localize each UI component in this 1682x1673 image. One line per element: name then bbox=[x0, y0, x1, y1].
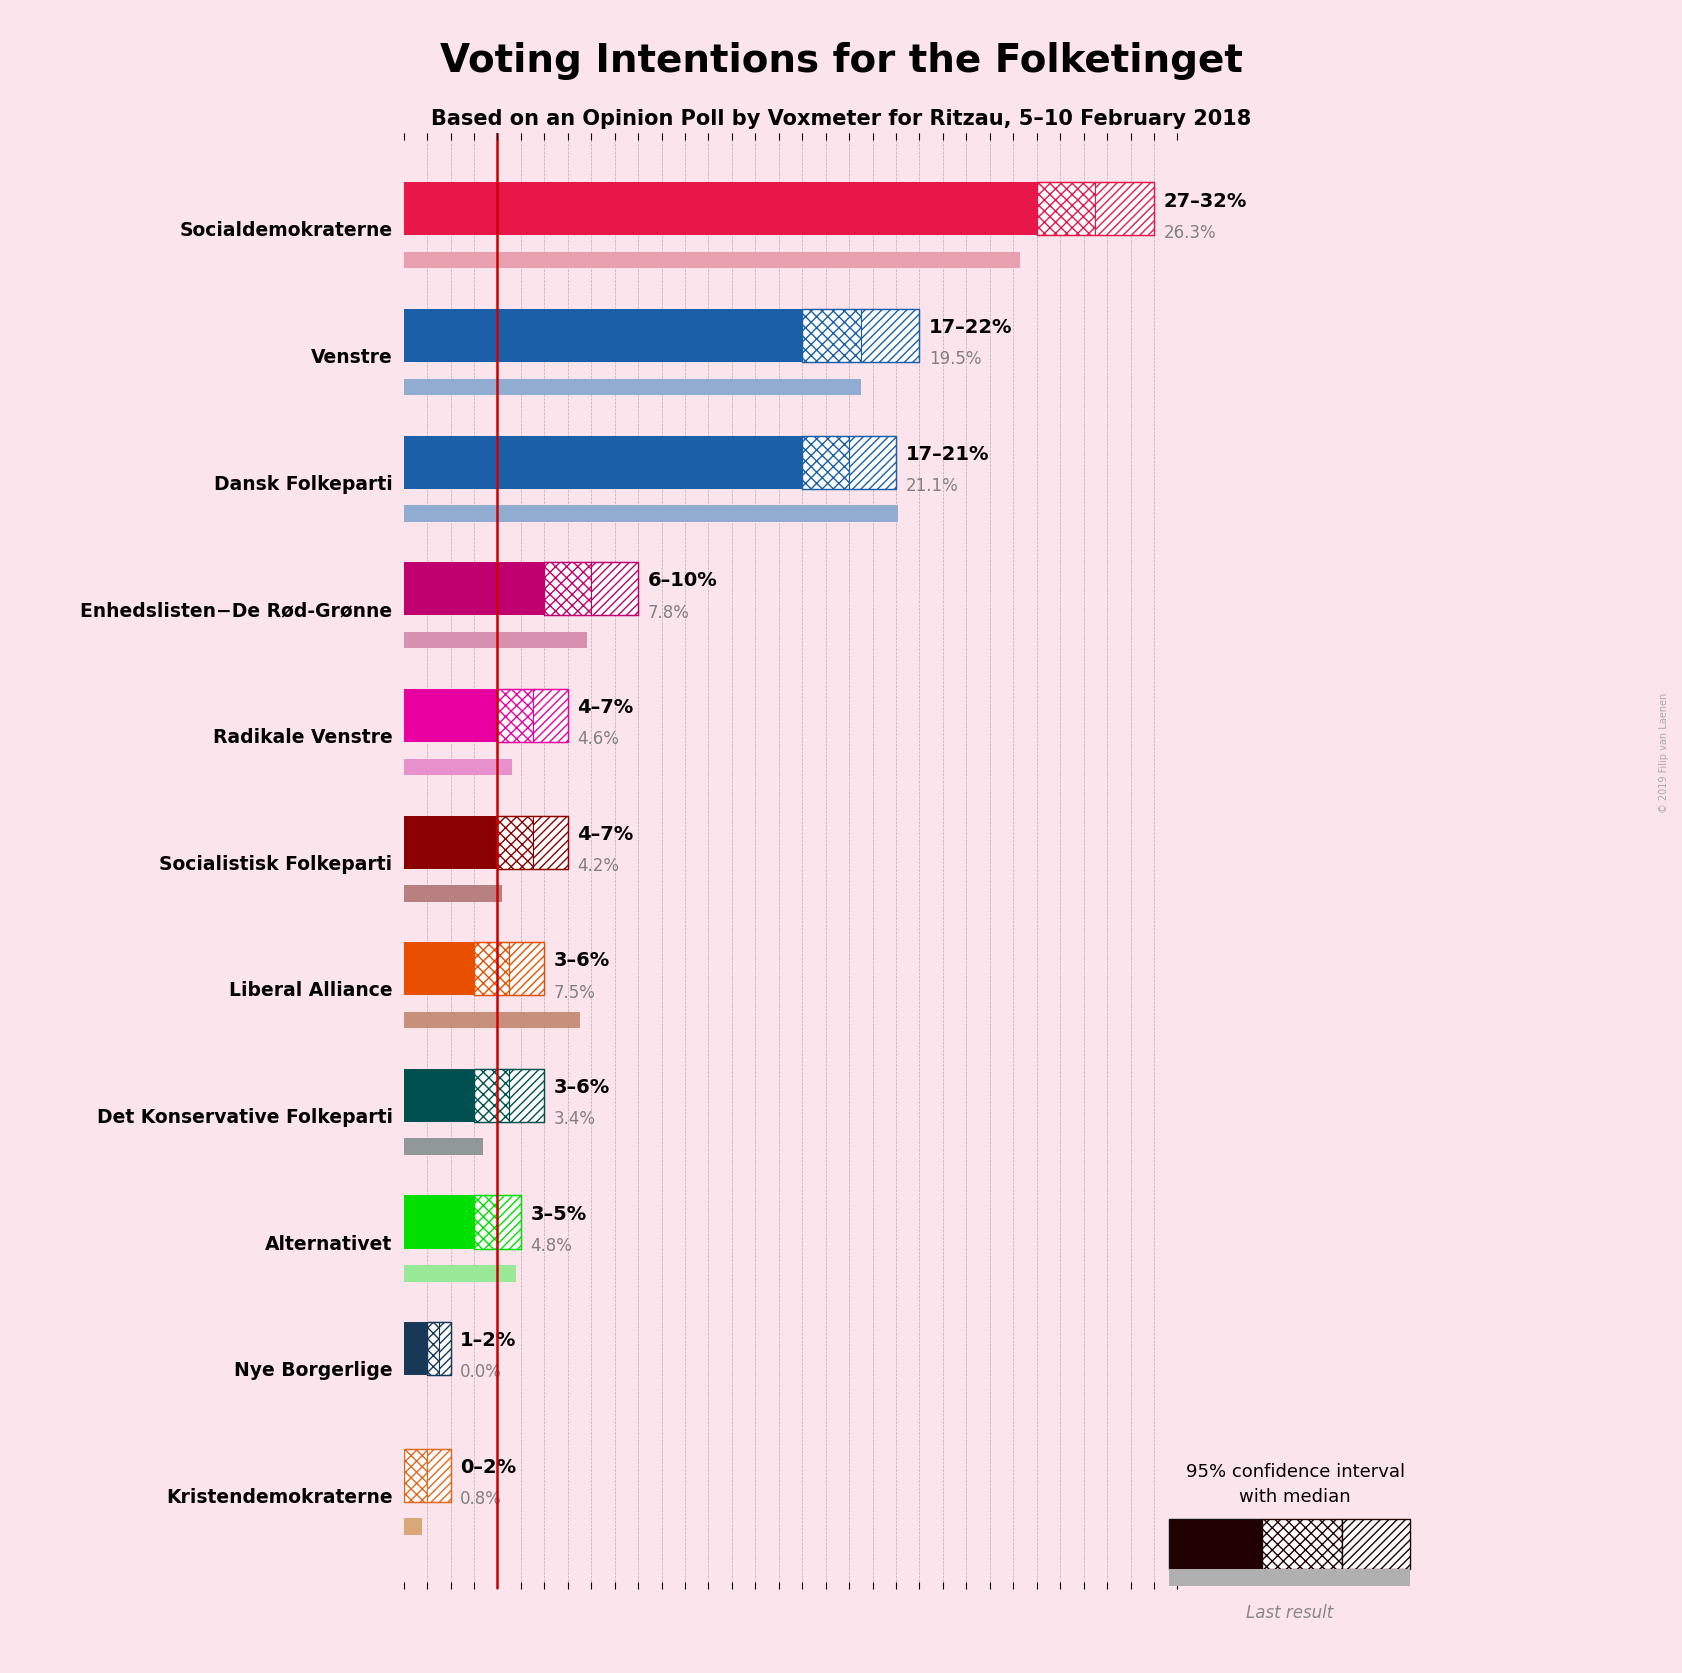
Bar bbox=[404, 1449, 427, 1502]
Text: 4–7%: 4–7% bbox=[577, 698, 634, 716]
Text: 0–2%: 0–2% bbox=[459, 1457, 516, 1476]
Text: 95% confidence interval
with median: 95% confidence interval with median bbox=[1186, 1462, 1404, 1506]
Bar bbox=[404, 632, 587, 649]
Bar bbox=[510, 942, 545, 995]
Bar bbox=[498, 816, 569, 870]
Bar bbox=[404, 562, 545, 616]
Text: 17–22%: 17–22% bbox=[928, 318, 1013, 336]
Bar bbox=[404, 1196, 474, 1248]
Bar bbox=[404, 1322, 427, 1375]
Bar bbox=[439, 1322, 451, 1375]
Text: 7.8%: 7.8% bbox=[648, 604, 690, 621]
Bar bbox=[849, 437, 897, 490]
Text: 4.8%: 4.8% bbox=[530, 1236, 572, 1255]
Text: 26.3%: 26.3% bbox=[1164, 224, 1216, 241]
Bar bbox=[404, 310, 802, 363]
Bar bbox=[404, 1012, 580, 1029]
Text: 27–32%: 27–32% bbox=[1164, 191, 1246, 211]
Bar bbox=[545, 562, 592, 616]
Text: 0.8%: 0.8% bbox=[459, 1489, 501, 1507]
Bar bbox=[404, 1449, 451, 1502]
Bar bbox=[404, 816, 498, 870]
Text: Voting Intentions for the Folketinget: Voting Intentions for the Folketinget bbox=[439, 42, 1243, 80]
Bar bbox=[404, 942, 474, 995]
Text: 17–21%: 17–21% bbox=[905, 445, 989, 463]
Text: 3–6%: 3–6% bbox=[553, 950, 611, 970]
Bar bbox=[404, 1139, 483, 1156]
Text: 0.0%: 0.0% bbox=[459, 1363, 501, 1380]
Bar bbox=[861, 310, 920, 363]
Bar bbox=[404, 253, 1021, 269]
Text: Last result: Last result bbox=[1246, 1603, 1332, 1621]
Bar bbox=[498, 1196, 521, 1248]
Bar bbox=[498, 689, 569, 743]
Bar bbox=[404, 885, 503, 902]
Text: 7.5%: 7.5% bbox=[553, 984, 595, 1000]
Text: 4–7%: 4–7% bbox=[577, 825, 634, 843]
Bar bbox=[404, 1265, 516, 1282]
Bar bbox=[427, 1322, 439, 1375]
Bar bbox=[474, 1069, 545, 1123]
Text: 1–2%: 1–2% bbox=[459, 1330, 516, 1350]
Bar bbox=[498, 689, 533, 743]
Text: 6–10%: 6–10% bbox=[648, 570, 717, 591]
Bar bbox=[474, 1196, 498, 1248]
Bar bbox=[1036, 184, 1095, 236]
Text: 21.1%: 21.1% bbox=[905, 477, 959, 495]
Bar bbox=[1036, 184, 1154, 236]
Bar bbox=[404, 505, 898, 522]
Text: 3–6%: 3–6% bbox=[553, 1077, 611, 1096]
Bar bbox=[404, 760, 511, 776]
Bar bbox=[404, 1519, 422, 1534]
Bar bbox=[510, 1069, 545, 1123]
Bar bbox=[545, 562, 637, 616]
Bar bbox=[427, 1322, 451, 1375]
Bar bbox=[1095, 184, 1154, 236]
Bar bbox=[404, 184, 1036, 236]
Text: 4.6%: 4.6% bbox=[577, 729, 619, 748]
Bar bbox=[802, 437, 849, 490]
Text: 3.4%: 3.4% bbox=[553, 1109, 595, 1128]
Bar bbox=[474, 942, 510, 995]
Bar bbox=[474, 1196, 521, 1248]
Bar bbox=[404, 380, 861, 397]
Bar bbox=[802, 310, 861, 363]
Bar bbox=[474, 942, 545, 995]
Bar bbox=[404, 437, 802, 490]
Bar bbox=[533, 689, 569, 743]
Bar bbox=[427, 1449, 451, 1502]
Text: 4.2%: 4.2% bbox=[577, 857, 619, 875]
Text: 3–5%: 3–5% bbox=[530, 1205, 587, 1223]
Bar bbox=[802, 437, 897, 490]
Text: © 2019 Filip van Laenen: © 2019 Filip van Laenen bbox=[1658, 693, 1669, 813]
Bar bbox=[498, 816, 533, 870]
Text: Based on an Opinion Poll by Voxmeter for Ritzau, 5–10 February 2018: Based on an Opinion Poll by Voxmeter for… bbox=[431, 109, 1251, 129]
Bar bbox=[404, 689, 498, 743]
Bar bbox=[533, 816, 569, 870]
Bar bbox=[404, 1069, 474, 1123]
Bar bbox=[802, 310, 920, 363]
Bar bbox=[592, 562, 637, 616]
Text: 19.5%: 19.5% bbox=[928, 350, 981, 368]
Bar bbox=[474, 1069, 510, 1123]
